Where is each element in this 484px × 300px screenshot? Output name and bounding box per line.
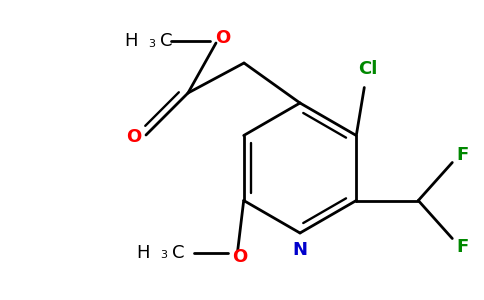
Text: H: H xyxy=(124,32,138,50)
Text: O: O xyxy=(126,128,142,146)
Text: H: H xyxy=(136,244,150,262)
Text: C: C xyxy=(160,32,172,50)
Text: N: N xyxy=(292,241,307,259)
Text: Cl: Cl xyxy=(359,59,378,77)
Text: C: C xyxy=(172,244,184,262)
Text: F: F xyxy=(456,146,469,164)
Text: O: O xyxy=(232,248,247,266)
Text: F: F xyxy=(456,238,469,256)
Text: 3: 3 xyxy=(148,39,155,49)
Text: 3: 3 xyxy=(160,250,166,260)
Text: O: O xyxy=(215,29,230,47)
